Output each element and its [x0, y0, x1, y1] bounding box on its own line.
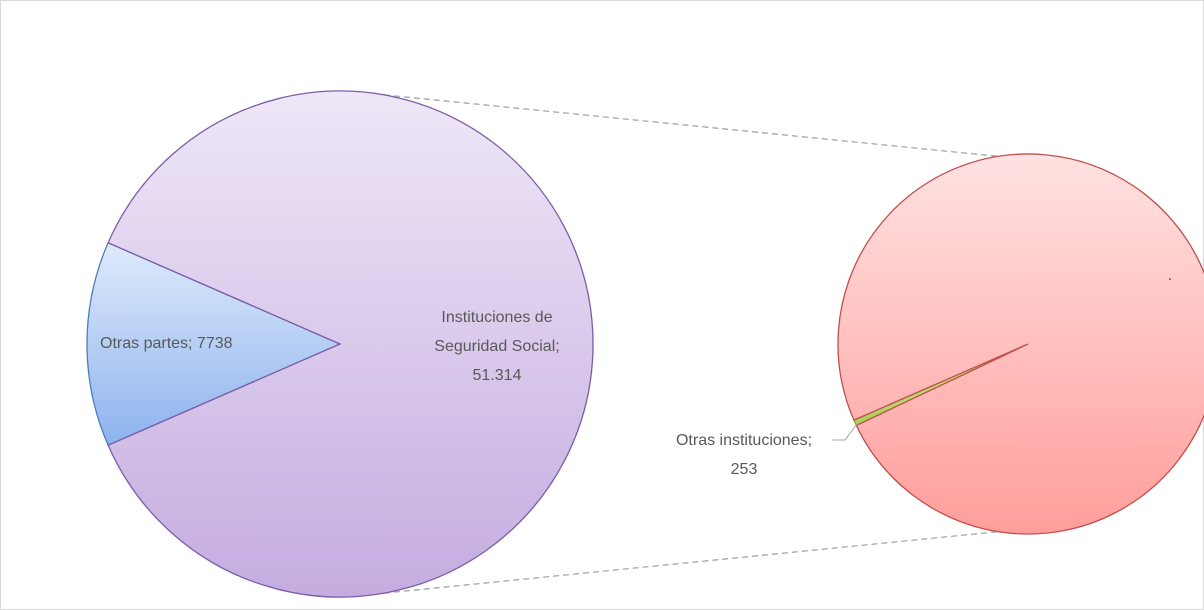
- leader-line: [832, 423, 858, 441]
- data-label: 253: [731, 461, 758, 478]
- connector-line: [383, 94, 999, 157]
- pie-slice: [107, 90, 594, 598]
- data-label: Seguridad Social;: [434, 338, 559, 355]
- data-label: Otras partes; 7738: [100, 335, 233, 352]
- pie-slice: [86, 241, 342, 447]
- pie-slice: [837, 153, 1204, 535]
- data-label: 51.314: [473, 367, 522, 384]
- connector-line: [383, 531, 999, 594]
- data-label: .: [1168, 267, 1172, 284]
- data-label: Otras instituciones;: [676, 432, 812, 449]
- plot-area: Otras partes; 7738 Instituciones de Seguri…: [86, 90, 1204, 598]
- data-label: Instituciones de: [441, 309, 552, 326]
